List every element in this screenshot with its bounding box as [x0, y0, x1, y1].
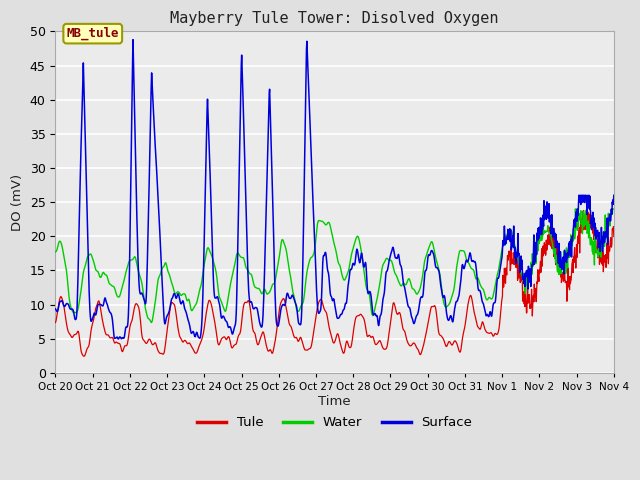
Tule: [544, 232, 552, 238]
Title: Mayberry Tule Tower: Disolved Oxygen: Mayberry Tule Tower: Disolved Oxygen: [170, 11, 499, 26]
Water: [176, 291, 184, 297]
Tule: [80, 353, 88, 359]
Water: [572, 206, 579, 212]
X-axis label: Time: Time: [318, 395, 351, 408]
Surface: [610, 192, 618, 198]
Surface: [52, 306, 60, 312]
Surface: [177, 300, 184, 305]
Water: [52, 249, 60, 255]
Tule: [163, 333, 170, 339]
Water: [239, 255, 246, 261]
Surface: [129, 37, 137, 43]
Surface: [422, 267, 430, 273]
Line: Water: Water: [56, 209, 614, 323]
Surface: [239, 89, 246, 95]
Tule: [580, 207, 588, 213]
Water: [544, 223, 552, 228]
Water: [147, 320, 155, 325]
Tule: [422, 333, 429, 338]
Y-axis label: DO (mV): DO (mV): [11, 174, 24, 231]
Tule: [610, 234, 618, 240]
Water: [610, 206, 618, 212]
Surface: [163, 314, 171, 320]
Surface: [115, 336, 122, 342]
Water: [422, 255, 429, 261]
Legend: Tule, Water, Surface: Tule, Water, Surface: [192, 411, 477, 434]
Tule: [52, 320, 60, 325]
Tule: [495, 328, 502, 334]
Water: [163, 262, 170, 267]
Tule: [176, 334, 184, 340]
Surface: [495, 274, 503, 279]
Text: MB_tule: MB_tule: [67, 27, 119, 40]
Line: Surface: Surface: [56, 40, 614, 339]
Line: Tule: Tule: [56, 210, 614, 356]
Tule: [239, 312, 246, 317]
Water: [495, 267, 502, 273]
Surface: [545, 216, 552, 221]
